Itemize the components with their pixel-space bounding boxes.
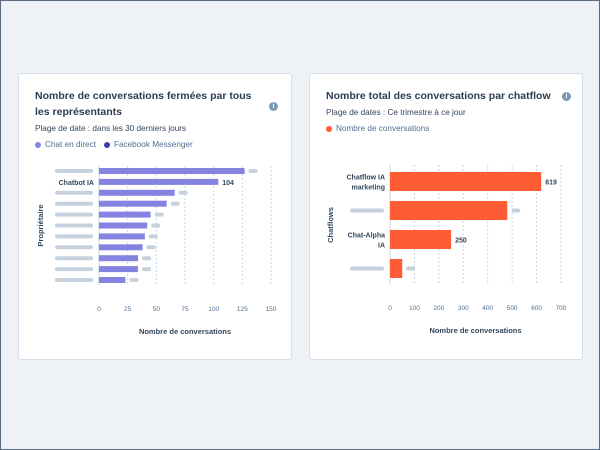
category-label-placeholder (350, 208, 384, 213)
category-label-placeholder (55, 278, 93, 282)
card-chatflow-conversations: Nombre total des conversations par chatf… (309, 73, 583, 360)
category-label-placeholder (55, 223, 93, 228)
bar (99, 277, 126, 283)
x-tick-label: 125 (237, 306, 248, 313)
legend-label: Chat en direct (45, 140, 96, 149)
x-axis-label: Nombre de conversations (139, 327, 231, 336)
legend-item-conversations[interactable]: Nombre de conversations (326, 123, 429, 134)
info-icon[interactable]: i (269, 102, 278, 111)
bar (99, 233, 145, 240)
bar (390, 230, 452, 249)
chart-chatflow-conversations: 0 100 200 300 400 500 600 700 Chatflow IA marketi… (326, 165, 567, 335)
card-title: Nombre total des conversations par chatf… (326, 90, 551, 102)
category-label-placeholder (55, 190, 93, 195)
x-tick-label: 100 (409, 305, 420, 312)
legend-dot (35, 141, 41, 148)
legend: Nombre de conversations (326, 123, 558, 134)
bar (99, 168, 245, 174)
category-label-placeholder (350, 266, 384, 271)
x-tick-label: 500 (507, 305, 518, 312)
data-label-placeholder (151, 223, 161, 228)
x-axis-label: Nombre de conversations (429, 326, 521, 335)
data-label-placeholder (170, 201, 180, 206)
x-tick-label: 0 (388, 305, 392, 312)
category-label-placeholder (55, 267, 93, 272)
data-label-placeholder (129, 278, 139, 282)
category-label-placeholder (55, 201, 93, 206)
category-label-placeholder (55, 212, 93, 217)
legend-dot (326, 125, 332, 132)
bar (99, 266, 138, 273)
bar (99, 222, 148, 229)
legend-label: Facebook Messenger (113, 140, 193, 149)
category-label: Chatflow IA (347, 175, 386, 182)
data-label-placeholder (141, 267, 151, 272)
bar (99, 178, 219, 185)
info-icon[interactable]: i (562, 92, 571, 101)
bar (99, 244, 143, 251)
x-tick-label: 600 (531, 305, 542, 312)
card-closed-conversations: Nombre de conversations fermées par tous… (18, 73, 292, 360)
card-header: Nombre de conversations fermées par tous… (35, 88, 261, 150)
x-tick-label: 0 (97, 306, 101, 313)
data-label: 250 (455, 238, 467, 245)
data-label-placeholder (146, 245, 156, 250)
x-tick-label: 400 (482, 305, 493, 312)
data-label-placeholder (141, 256, 151, 261)
legend-dot (103, 141, 110, 148)
category-label: Chat-Alpha (348, 233, 385, 240)
card-title: Nombre de conversations fermées par tous… (35, 90, 252, 118)
bar (99, 211, 151, 218)
x-tick-label: 300 (458, 305, 469, 312)
category-label-placeholder (55, 169, 93, 173)
bar (99, 200, 167, 207)
x-tick-label: 25 (124, 306, 132, 313)
data-label: 104 (222, 180, 234, 187)
category-label: IA (378, 243, 385, 250)
x-tick-label: 100 (208, 306, 219, 313)
date-range: Plage de date : dans les 30 derniers jou… (35, 124, 187, 133)
legend-item-messenger[interactable]: Facebook Messenger (103, 139, 193, 150)
y-axis-label: Propriétaire (36, 204, 45, 246)
x-tick-label: 150 (266, 306, 277, 313)
data-label-placeholder (178, 190, 188, 195)
legend: Chat en direct Facebook Messenger (35, 139, 261, 150)
data-label: 619 (545, 180, 557, 187)
bar (390, 172, 542, 191)
category-label-placeholder (55, 256, 93, 261)
category-label: Chatbot IA (59, 180, 94, 187)
bar (390, 259, 403, 278)
data-label-placeholder (406, 266, 416, 271)
bar (390, 201, 508, 220)
y-axis-label: Chatflows (326, 207, 335, 243)
x-tick-label: 50 (153, 306, 161, 313)
x-tick-label: 75 (181, 306, 189, 313)
category-label-placeholder (55, 234, 93, 239)
legend-item-chat[interactable]: Chat en direct (35, 139, 96, 150)
data-label-placeholder (148, 234, 158, 239)
bar (99, 189, 175, 196)
category-label: marketing (352, 185, 385, 192)
data-label-placeholder (511, 208, 521, 213)
chart-closed-conversations: 0 25 50 75 100 125 150 Chatbot IA 104 Nombre de c… (36, 166, 277, 336)
category-label-placeholder (55, 245, 93, 250)
legend-label: Nombre de conversations (336, 124, 430, 133)
bar (99, 255, 138, 262)
x-tick-label: 700 (556, 305, 567, 312)
data-label-placeholder (248, 169, 258, 173)
x-tick-label: 200 (433, 305, 444, 312)
data-label-placeholder (154, 212, 164, 217)
date-range: Plage de dates : Ce trimestre à ce jour (326, 108, 466, 117)
card-header: Nombre total des conversations par chatf… (326, 88, 558, 134)
